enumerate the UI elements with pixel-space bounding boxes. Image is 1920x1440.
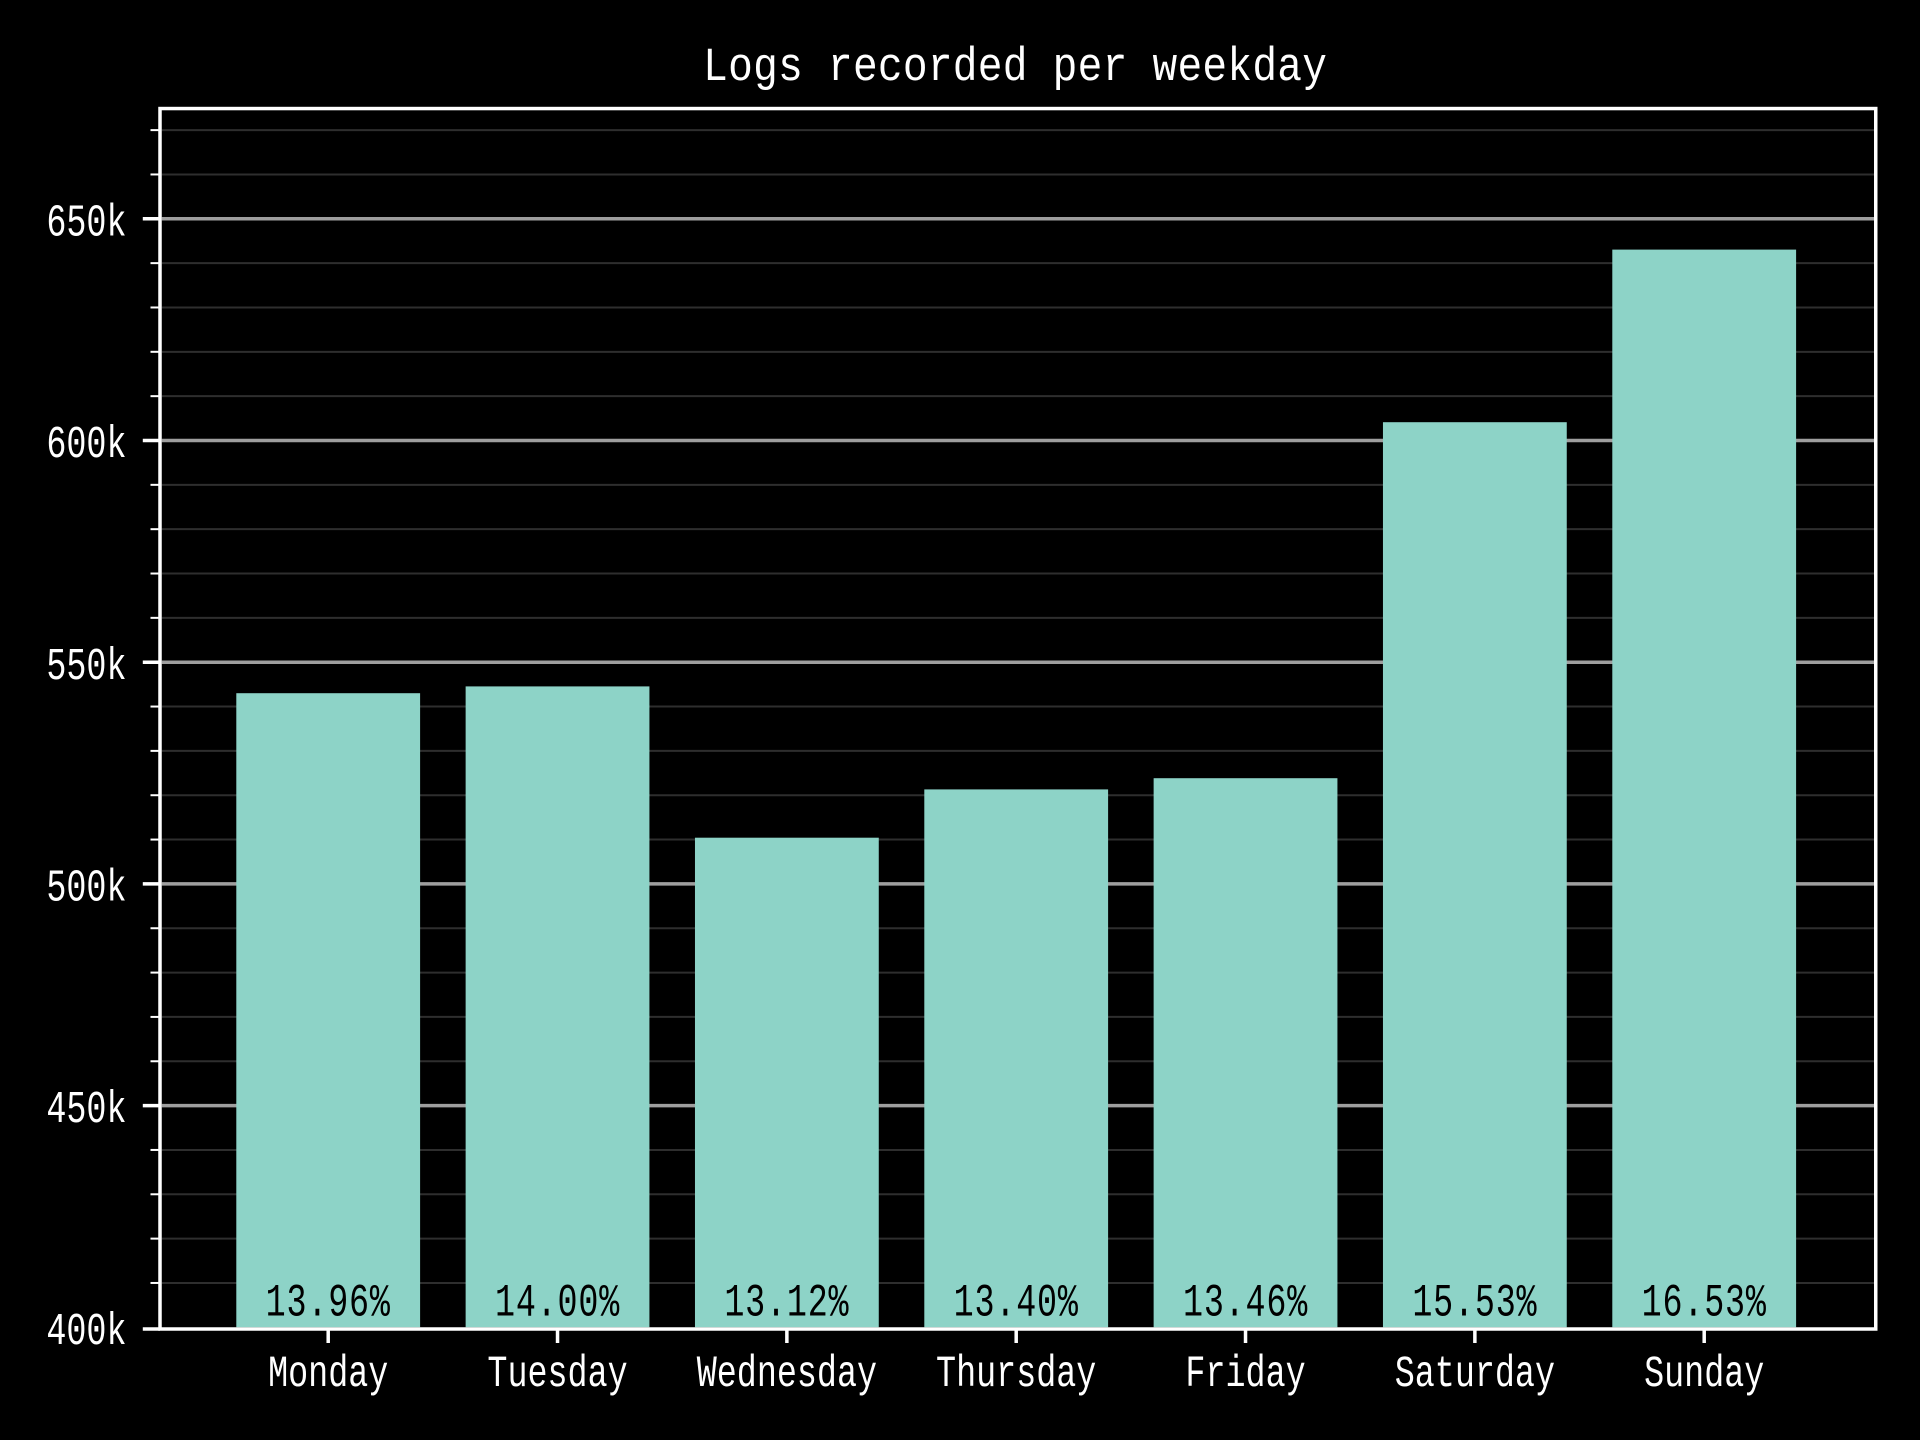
svg-text:550k: 550k — [46, 641, 126, 692]
svg-text:Tuesday: Tuesday — [487, 1349, 627, 1400]
svg-text:400k: 400k — [46, 1306, 126, 1357]
svg-text:Thursday: Thursday — [936, 1349, 1096, 1400]
svg-text:Wednesday: Wednesday — [697, 1349, 877, 1400]
svg-text:Logs recorded per weekday: Logs recorded per weekday — [703, 42, 1327, 95]
svg-text:Monday: Monday — [268, 1349, 388, 1400]
svg-text:13.96%: 13.96% — [266, 1277, 391, 1330]
svg-text:Sunday: Sunday — [1644, 1349, 1764, 1400]
svg-text:500k: 500k — [46, 863, 126, 914]
svg-text:13.40%: 13.40% — [954, 1277, 1079, 1330]
svg-text:600k: 600k — [46, 419, 126, 470]
svg-text:15.53%: 15.53% — [1412, 1277, 1537, 1330]
svg-text:450k: 450k — [46, 1085, 126, 1136]
svg-text:13.12%: 13.12% — [724, 1277, 849, 1330]
svg-text:Saturday: Saturday — [1395, 1349, 1555, 1400]
svg-text:650k: 650k — [46, 198, 126, 249]
svg-text:13.46%: 13.46% — [1183, 1277, 1308, 1330]
svg-text:16.53%: 16.53% — [1642, 1277, 1767, 1330]
svg-text:Friday: Friday — [1185, 1349, 1305, 1400]
svg-text:14.00%: 14.00% — [495, 1277, 620, 1330]
